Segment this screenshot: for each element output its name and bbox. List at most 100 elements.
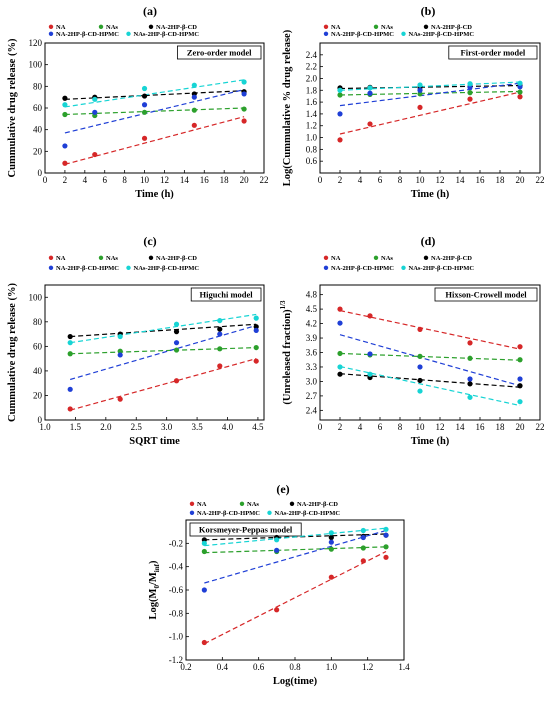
x-tick-label: 4.5	[252, 422, 264, 432]
y-axis-label-part: /M	[148, 572, 159, 586]
data-point	[337, 306, 343, 312]
legend-entry: NA-2HP-β-CD-HPMC	[56, 265, 119, 272]
data-point	[467, 376, 473, 382]
data-point	[117, 333, 123, 340]
y-axis-label: Log(Cummulative % drug release)	[282, 29, 293, 186]
data-point	[517, 376, 523, 382]
x-tick-label: 2.0	[100, 422, 112, 432]
y-tick-label: 100	[29, 60, 43, 70]
x-tick-label: 4	[83, 175, 88, 185]
data-point	[417, 104, 423, 111]
x-tick-label: 14	[456, 175, 466, 185]
data-point	[467, 81, 473, 87]
legend-marker	[239, 501, 245, 506]
fit-line-2	[70, 323, 257, 338]
x-axis-label: Time (h)	[135, 189, 174, 200]
y-tick-label: 20	[33, 146, 43, 156]
y-tick-label: 60	[33, 103, 43, 113]
data-point	[117, 348, 123, 354]
data-point	[241, 118, 247, 124]
legend-entry: NA-2HP-β-CD-HPMC	[197, 510, 260, 517]
legend-marker	[98, 255, 104, 260]
y-tick-label: 80	[33, 317, 43, 327]
data-point	[417, 364, 423, 370]
x-tick-label: 12	[160, 175, 169, 185]
x-tick-label: 20	[516, 422, 526, 432]
y-tick-label: 0	[38, 168, 43, 178]
x-tick-label: 1.0	[39, 422, 51, 432]
data-point	[337, 364, 343, 370]
legend-entry: NAs-2HP-β-CD-HPMC	[409, 265, 475, 272]
data-point	[467, 96, 473, 102]
x-tick-label: 20	[240, 175, 250, 185]
x-tick-label: 0.2	[180, 662, 191, 672]
data-point	[67, 406, 73, 412]
x-tick-label: 2	[63, 175, 68, 185]
model-name: Hixson-Crowell model	[445, 290, 527, 300]
data-point	[92, 151, 98, 158]
model-name: Korsmeyer-Peppas model	[199, 525, 293, 535]
model-name-box	[189, 522, 302, 537]
legend-entry: NAs	[106, 255, 118, 262]
data-point	[328, 539, 334, 545]
panel-label: (b)	[421, 4, 436, 18]
fit-line-0	[339, 91, 521, 135]
data-point	[141, 85, 148, 92]
fit-line-4	[70, 313, 257, 344]
data-point	[201, 587, 207, 593]
y-tick-label: 2.4	[306, 50, 318, 60]
x-tick-label: 12	[436, 175, 445, 185]
data-point	[467, 381, 473, 387]
y-tick-label: -0.4	[169, 562, 184, 572]
x-tick-label: 1.2	[362, 662, 373, 672]
y-tick-label: 2.7	[306, 391, 318, 401]
legend-marker	[126, 265, 131, 270]
panel-1: (b) NA NAs NA-2HP-β-CD NA-2HP-β-CD-HPMC NAs-2…	[282, 4, 545, 200]
legend-entry: NAs-2HP-β-CD-HPMC	[409, 31, 475, 38]
data-point	[173, 340, 180, 346]
data-point	[360, 545, 366, 551]
data-point	[117, 352, 123, 358]
y-tick-label: 1.8	[306, 85, 318, 95]
model-name: Zero-order model	[187, 48, 252, 58]
legend-entry: NA-2HP-β-CD	[156, 24, 197, 31]
x-tick-label: 0	[318, 175, 323, 185]
data-point	[328, 530, 334, 536]
y-axis-label: Log(M0/Minf)	[148, 560, 161, 619]
legend-entry: NA-2HP-β-CD-HPMC	[56, 31, 119, 38]
y-axis-label: Cummulative drug release (%)	[7, 38, 18, 177]
legend-marker	[48, 31, 54, 36]
legend-entry: NA	[56, 24, 66, 31]
plot-frame	[319, 42, 541, 174]
x-tick-label: 6	[378, 422, 383, 432]
data-point	[62, 102, 68, 108]
y-axis-label-part: (Unreleased fraction)	[282, 309, 293, 405]
fit-line-3	[64, 89, 245, 134]
x-tick-label: 1.0	[326, 662, 338, 672]
fit-line-1	[204, 546, 387, 554]
data-point	[383, 554, 389, 560]
data-point	[337, 111, 343, 117]
data-point	[217, 326, 223, 332]
data-point	[62, 111, 68, 118]
data-point	[141, 109, 148, 115]
y-axis-label: (Unreleased fraction)1/3	[279, 300, 293, 405]
fit-line-1	[70, 346, 257, 355]
data-point	[274, 607, 280, 613]
model-name: First-order model	[461, 48, 526, 58]
data-point	[337, 92, 343, 98]
y-tick-label: 20	[33, 390, 43, 400]
legend-marker	[48, 265, 54, 270]
data-point	[337, 320, 343, 326]
x-axis-label: Log(time)	[273, 676, 318, 687]
x-tick-label: 14	[180, 175, 190, 185]
data-point	[67, 340, 73, 346]
data-point	[328, 574, 334, 580]
fit-line-4	[64, 79, 245, 108]
y-tick-label: 1.0	[306, 133, 318, 143]
data-point	[173, 378, 180, 384]
x-tick-label: 1.5	[70, 422, 82, 432]
legend-marker	[126, 31, 131, 36]
